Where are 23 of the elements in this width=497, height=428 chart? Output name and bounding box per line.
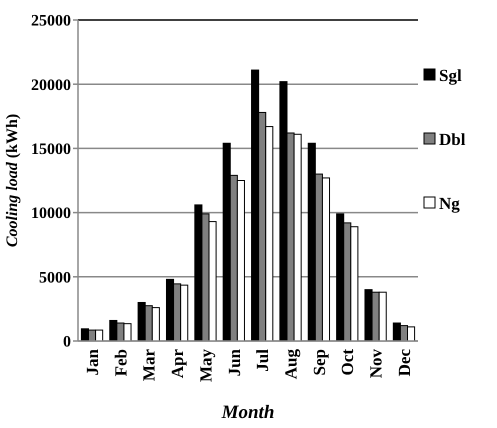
x-tick-label: Mar	[140, 348, 159, 382]
x-tick-label: Feb	[111, 349, 130, 376]
x-axis-title: Month	[220, 402, 274, 423]
x-tick-label: Jun	[224, 348, 244, 376]
x-tick-label: Oct	[338, 348, 358, 376]
legend-label: Ng	[439, 194, 460, 213]
legend-label: Dbl	[439, 130, 466, 149]
x-tick-label: Dec	[394, 348, 414, 376]
y-tick-label: 10000	[31, 205, 71, 222]
y-tick-label: 5000	[39, 269, 71, 286]
y-tick-label: 25000	[31, 12, 71, 30]
x-tick-label: Jan	[82, 348, 102, 376]
x-tick-label: Jul	[253, 348, 272, 372]
y-tick-label: 15000	[31, 141, 71, 158]
x-tick-label: Apr	[168, 348, 188, 378]
x-tick-label: Aug	[281, 348, 300, 380]
x-tick-label: Nov	[366, 348, 386, 378]
y-tick-label: 0	[63, 334, 71, 351]
x-tick-label: May	[196, 348, 216, 382]
y-axis-title: Cooling load (kWh)	[4, 114, 21, 248]
legend-label: Sgl	[439, 66, 462, 85]
x-tick-label: Sep	[310, 349, 329, 376]
y-tick-label: 20000	[31, 76, 71, 94]
